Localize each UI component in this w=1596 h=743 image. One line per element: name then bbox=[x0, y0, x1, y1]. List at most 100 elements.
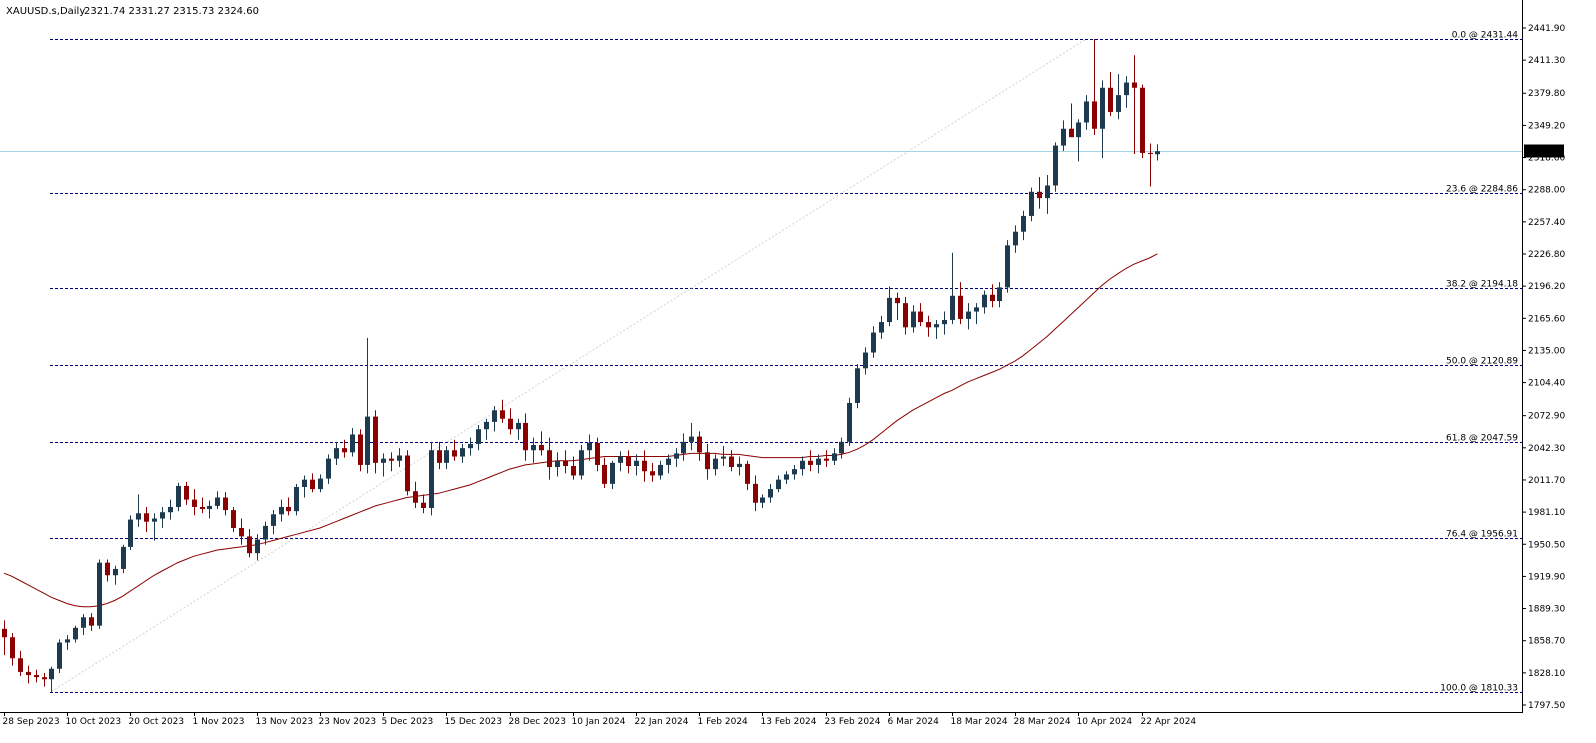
candle bbox=[760, 494, 765, 509]
candle-body bbox=[200, 506, 205, 510]
candle-body bbox=[681, 441, 686, 454]
candle bbox=[1116, 74, 1121, 120]
candle bbox=[105, 559, 110, 582]
x-tick-label: 10 Apr 2024 bbox=[1077, 717, 1133, 727]
candle-body bbox=[721, 456, 726, 459]
candle-body bbox=[689, 436, 694, 442]
candle-body bbox=[484, 421, 489, 430]
y-tick-label: 1919.90 bbox=[1528, 572, 1565, 582]
candle-body bbox=[1029, 191, 1034, 216]
candle-body bbox=[1132, 82, 1137, 88]
candle bbox=[626, 450, 631, 474]
candle-body bbox=[595, 442, 600, 465]
candle bbox=[1037, 177, 1042, 209]
candle-body bbox=[863, 352, 868, 369]
y-tick-label: 2318.60 bbox=[1528, 154, 1565, 164]
candle bbox=[444, 446, 449, 470]
candle bbox=[642, 450, 647, 482]
candle bbox=[152, 513, 157, 541]
candle-body bbox=[184, 485, 189, 500]
candle-body bbox=[610, 462, 615, 484]
candle-body bbox=[1061, 128, 1066, 146]
candle bbox=[389, 452, 394, 472]
candle-body bbox=[579, 450, 584, 476]
candle bbox=[365, 337, 370, 474]
candle-body bbox=[602, 464, 607, 484]
candle-body bbox=[389, 458, 394, 461]
candle-body bbox=[974, 307, 979, 312]
candle-body bbox=[508, 418, 513, 430]
candle bbox=[286, 497, 291, 516]
candle bbox=[602, 457, 607, 489]
candle bbox=[808, 450, 813, 472]
candle bbox=[200, 497, 205, 514]
candle-body bbox=[847, 402, 852, 442]
candle bbox=[800, 456, 805, 476]
candle-body bbox=[452, 450, 457, 457]
candle-body bbox=[247, 536, 252, 554]
candle bbox=[713, 454, 718, 476]
y-tick-label: 1858.70 bbox=[1528, 637, 1565, 647]
fibonacci-retracement[interactable]: 0.0 @ 2431.44 23.6 @ 2284.86 38.2 @ 2194.1… bbox=[50, 31, 1522, 694]
candle-body bbox=[57, 642, 62, 669]
candle bbox=[2, 620, 7, 656]
candle-body bbox=[745, 463, 750, 484]
candle-body bbox=[824, 458, 829, 461]
x-tick-label: 13 Feb 2024 bbox=[761, 717, 817, 727]
candle-body bbox=[65, 639, 70, 643]
candle bbox=[1005, 240, 1010, 293]
candle bbox=[279, 499, 284, 522]
x-tick-label: 10 Jan 2024 bbox=[572, 717, 626, 727]
candle bbox=[452, 439, 457, 461]
candlesticks bbox=[2, 38, 1160, 692]
candle-body bbox=[342, 448, 347, 453]
candle bbox=[326, 454, 331, 484]
candle-body bbox=[128, 519, 133, 547]
candle-body bbox=[397, 455, 402, 461]
candle bbox=[42, 672, 47, 687]
current-price-label: 2324.60 bbox=[1527, 148, 1564, 158]
y-tick-label: 2072.90 bbox=[1528, 412, 1565, 422]
candle-body bbox=[1013, 231, 1018, 246]
price-axis[interactable]: 2441.90 2411.30 2379.80 2349.20 2318.60 2288.… bbox=[1522, 24, 1565, 711]
candle bbox=[547, 437, 552, 480]
time-axis[interactable]: 28 Sep 2023 10 Oct 2023 20 Oct 2023 1 Nov 2… bbox=[3, 712, 1197, 727]
fib-level-label: 100.0 @ 1810.33 bbox=[1440, 684, 1518, 694]
fib-level-label: 0.0 @ 2431.44 bbox=[1452, 31, 1519, 41]
x-tick-label: 13 Nov 2023 bbox=[256, 717, 314, 727]
candle-body bbox=[1124, 82, 1129, 96]
candle-body bbox=[911, 311, 916, 328]
candle-body bbox=[460, 448, 465, 457]
candle-body bbox=[516, 422, 521, 430]
candle-body bbox=[318, 478, 323, 490]
x-tick-label: 18 Mar 2024 bbox=[951, 717, 1008, 727]
candle-body bbox=[895, 297, 900, 304]
candle-body bbox=[832, 453, 837, 461]
candle bbox=[768, 483, 773, 503]
candle bbox=[563, 450, 568, 474]
candle bbox=[555, 452, 560, 477]
candle bbox=[516, 418, 521, 440]
candle bbox=[1155, 144, 1160, 161]
y-tick-label: 2196.20 bbox=[1528, 282, 1565, 292]
candle bbox=[128, 515, 133, 551]
candle-body bbox=[2, 628, 7, 638]
candle-body bbox=[555, 460, 560, 468]
candle-body bbox=[587, 442, 592, 451]
candle bbox=[918, 303, 923, 327]
candle bbox=[595, 437, 600, 472]
x-tick-label: 23 Nov 2023 bbox=[319, 717, 377, 727]
candle-body bbox=[705, 452, 710, 470]
candle bbox=[958, 282, 963, 325]
candle bbox=[1045, 174, 1050, 214]
candle bbox=[381, 453, 386, 477]
y-tick-label: 2104.40 bbox=[1528, 379, 1565, 389]
candle bbox=[468, 437, 473, 456]
candle bbox=[942, 311, 947, 335]
candle-body bbox=[1092, 101, 1097, 129]
candle bbox=[1069, 103, 1074, 138]
candle-body bbox=[1084, 101, 1089, 123]
y-tick-label: 2011.70 bbox=[1528, 476, 1565, 486]
candle-body bbox=[279, 506, 284, 515]
